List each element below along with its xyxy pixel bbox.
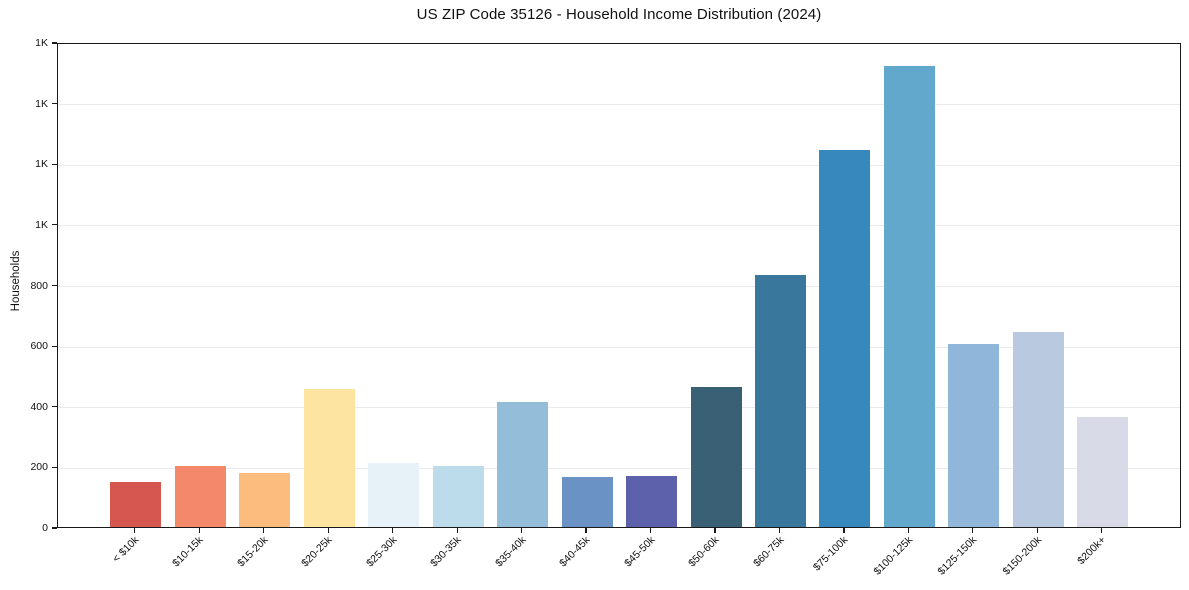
x-tick-label: $200k+	[1075, 534, 1109, 568]
x-tick-label: $10-15k	[170, 534, 206, 570]
x-axis-tick	[327, 528, 329, 533]
y-axis-tick	[52, 406, 57, 408]
y-axis-tick	[52, 466, 57, 468]
bar-$45-50k	[626, 476, 678, 527]
x-axis-tick	[1101, 528, 1103, 533]
x-axis-tick	[649, 528, 652, 533]
x-axis-tick	[263, 528, 265, 533]
x-tick-label: $40-45k	[557, 534, 593, 570]
x-tick-label: $35-40k	[492, 534, 529, 570]
bar-$150-200k	[1012, 331, 1064, 527]
plot-area	[57, 43, 1181, 528]
x-axis-tick	[585, 528, 587, 533]
y-axis-tick	[52, 527, 57, 529]
gridline	[58, 164, 1180, 166]
y-tick-label: 0	[42, 522, 48, 534]
y-tick-label: 1K	[35, 158, 48, 171]
y-axis-tick	[52, 284, 57, 287]
y-axis-tick	[52, 163, 57, 165]
x-axis-tick	[1036, 528, 1038, 533]
gridline	[58, 286, 1180, 287]
gridline	[58, 346, 1180, 348]
y-tick-label: 600	[30, 340, 48, 353]
bar-$30-35k	[432, 466, 484, 527]
x-tick-label: $45-50k	[621, 534, 658, 570]
bar-$10-15k	[174, 466, 226, 527]
gridline	[58, 104, 1180, 106]
x-tick-label: $15-20k	[234, 534, 271, 570]
x-tick-label: $25-30k	[363, 534, 400, 570]
bar-$15-20k	[239, 473, 291, 527]
x-tick-label: $150-200k	[1000, 534, 1044, 578]
y-tick-label: 1K	[35, 37, 48, 49]
y-tick-label: 400	[30, 400, 48, 413]
y-tick-label: 1K	[35, 97, 48, 110]
x-tick-label: $100-125k	[871, 534, 915, 578]
x-axis-tick	[521, 528, 523, 533]
y-tick-label: 200	[30, 461, 48, 474]
bar-$100-125k	[883, 65, 935, 527]
bar-<$10k	[110, 482, 162, 527]
x-axis-tick	[972, 528, 974, 533]
y-tick-label: 800	[30, 279, 48, 292]
bar-$50-60k	[690, 386, 742, 527]
x-axis-tick	[843, 528, 845, 533]
x-axis-tick	[456, 528, 458, 533]
x-tick-label: $125-150k	[935, 534, 980, 578]
x-axis-tick	[134, 528, 136, 533]
bar-$35-40k	[497, 401, 549, 527]
bar-$125-150k	[948, 343, 1000, 527]
x-tick-label: $50-60k	[686, 534, 722, 570]
x-axis-tick	[778, 528, 781, 533]
bar-$60-75k	[755, 274, 806, 527]
y-axis-tick	[52, 345, 57, 347]
gridline	[58, 467, 1180, 469]
x-axis-tick	[907, 528, 910, 533]
bar-$25-30k	[368, 463, 420, 527]
chart-title: US ZIP Code 35126 - Household Income Dis…	[416, 6, 822, 23]
x-tick-label: $20-25k	[299, 534, 335, 570]
bar-$75-100k	[819, 149, 871, 527]
x-axis-tick	[198, 528, 200, 533]
bar-$40-45k	[561, 476, 613, 527]
x-tick-label: < $10k	[110, 534, 142, 565]
bar-$200k+	[1077, 416, 1129, 527]
y-tick-label: 1K	[35, 218, 48, 231]
bar-$20-25k	[303, 389, 355, 527]
gridline	[58, 407, 1180, 409]
y-axis-tick	[52, 42, 57, 44]
x-axis-tick	[714, 528, 716, 533]
y-axis-tick	[52, 103, 57, 105]
gridline	[58, 225, 1180, 227]
x-axis-tick	[392, 528, 394, 533]
x-tick-label: $60-75k	[750, 534, 786, 570]
x-tick-label: $30-35k	[428, 534, 464, 570]
y-axis-tick	[52, 224, 57, 226]
x-tick-label: $75-100k	[811, 534, 851, 574]
